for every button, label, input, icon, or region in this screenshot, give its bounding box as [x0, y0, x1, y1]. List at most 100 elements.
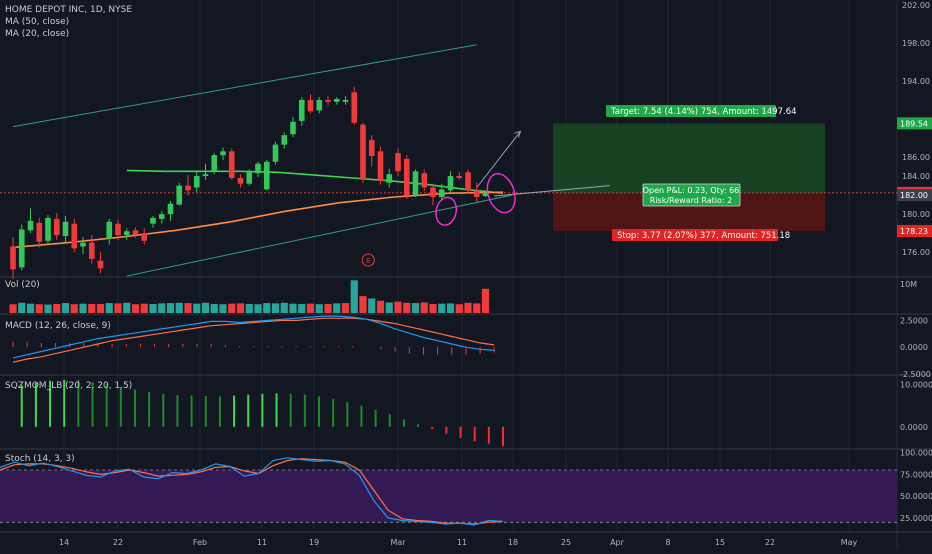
candle-body[interactable]: [62, 221, 69, 237]
annotation-circle[interactable]: [433, 196, 458, 228]
volume-bar[interactable]: [315, 304, 323, 313]
volume-bar[interactable]: [166, 303, 175, 313]
volume-bar[interactable]: [289, 303, 297, 313]
candle-body[interactable]: [333, 98, 340, 102]
macd-title[interactable]: MACD (12, 26, close, 9): [5, 321, 111, 331]
candle-body[interactable]: [97, 260, 104, 269]
volume-bar[interactable]: [88, 303, 96, 313]
volume-bar[interactable]: [394, 301, 402, 313]
candle-body[interactable]: [167, 203, 174, 215]
volume-bar[interactable]: [61, 303, 70, 313]
candle-body[interactable]: [412, 171, 419, 196]
volume-bar[interactable]: [70, 304, 78, 313]
candle-body[interactable]: [298, 99, 305, 121]
sqzmom-pane[interactable]: [20, 379, 504, 447]
macd-pane[interactable]: [12, 315, 495, 363]
volume-bar[interactable]: [131, 304, 140, 313]
candle-body[interactable]: [473, 190, 480, 198]
volume-bar[interactable]: [193, 303, 201, 313]
candle-body[interactable]: [237, 177, 244, 184]
volume-bar[interactable]: [35, 304, 43, 313]
stoch-k-line[interactable]: [0, 457, 504, 526]
annotation-circle[interactable]: [483, 170, 520, 216]
candle-body[interactable]: [150, 217, 156, 224]
volume-bar[interactable]: [201, 302, 210, 313]
volume-bar[interactable]: [420, 302, 428, 314]
volume-bar[interactable]: [481, 288, 490, 313]
candle-body[interactable]: [325, 99, 331, 102]
candle-body[interactable]: [360, 124, 366, 180]
candle-body[interactable]: [281, 135, 288, 145]
candle-body[interactable]: [368, 139, 375, 157]
volume-bar[interactable]: [175, 302, 183, 313]
volume-bar[interactable]: [333, 303, 341, 313]
volume-bar[interactable]: [464, 302, 472, 313]
volume-bar[interactable]: [254, 304, 262, 313]
candle-body[interactable]: [307, 99, 314, 112]
candle-body[interactable]: [246, 172, 253, 184]
volume-bar[interactable]: [219, 304, 227, 313]
stoch-title[interactable]: Stoch (14, 3, 3): [5, 454, 75, 464]
candle-body[interactable]: [36, 222, 43, 242]
candle-body[interactable]: [27, 220, 34, 231]
candle-body[interactable]: [430, 187, 436, 198]
volume-bar[interactable]: [210, 303, 218, 313]
volume-bar[interactable]: [438, 303, 446, 313]
candle-body[interactable]: [115, 223, 121, 236]
candles-layer[interactable]: [10, 86, 489, 279]
macd-signal-line[interactable]: [12, 317, 495, 363]
candle-body[interactable]: [377, 151, 384, 181]
volume-bar[interactable]: [236, 303, 245, 313]
candle-body[interactable]: [176, 185, 183, 205]
volume-bar[interactable]: [403, 302, 411, 313]
projection-arrow[interactable]: [476, 130, 521, 188]
volume-bar[interactable]: [455, 304, 463, 313]
ma20-line[interactable]: [126, 169, 504, 194]
volume-bar[interactable]: [123, 302, 131, 313]
candle-body[interactable]: [482, 192, 489, 197]
candle-body[interactable]: [220, 151, 226, 156]
candle-body[interactable]: [228, 151, 235, 178]
candle-body[interactable]: [211, 155, 218, 172]
volume-bar[interactable]: [280, 302, 288, 313]
overlay-layer[interactable]: E Target: 7.54 (4.14%) 754, Amount: 1497.…: [361, 105, 797, 267]
volume-bar[interactable]: [271, 303, 280, 313]
candle-body[interactable]: [10, 246, 16, 270]
volume-bar[interactable]: [359, 296, 367, 313]
volume-bar[interactable]: [184, 303, 192, 313]
volume-bar[interactable]: [18, 302, 26, 313]
candle-body[interactable]: [290, 121, 296, 135]
ma20-legend[interactable]: MA (20, close): [5, 29, 69, 39]
ma50-legend[interactable]: MA (50, close): [5, 17, 69, 27]
volume-bar[interactable]: [350, 280, 358, 313]
volume-bar[interactable]: [228, 303, 236, 313]
volume-bar[interactable]: [385, 302, 393, 314]
volume-bar[interactable]: [26, 303, 35, 313]
ma50-line[interactable]: [12, 191, 504, 249]
stoch-d-line[interactable]: [0, 458, 504, 525]
volume-bar[interactable]: [306, 303, 315, 313]
sqzmom-title[interactable]: SQZMOM_LB (20, 2, 20, 1.5): [5, 381, 132, 391]
stoch-pane[interactable]: [0, 457, 897, 526]
candle-body[interactable]: [465, 172, 471, 191]
candle-body[interactable]: [255, 163, 261, 174]
volume-bar[interactable]: [429, 303, 437, 313]
volume-bar[interactable]: [105, 303, 113, 313]
candle-body[interactable]: [421, 173, 428, 188]
candle-body[interactable]: [158, 214, 165, 219]
candle-body[interactable]: [45, 217, 51, 241]
volume-bar[interactable]: [158, 303, 166, 313]
volume-bar[interactable]: [9, 304, 17, 313]
volume-bar[interactable]: [44, 304, 52, 313]
candle-body[interactable]: [71, 223, 78, 249]
upper-channel-line[interactable]: [12, 44, 477, 128]
earnings-marker[interactable]: [361, 253, 375, 267]
volume-bar[interactable]: [298, 303, 306, 313]
candle-body[interactable]: [18, 229, 25, 268]
candle-body[interactable]: [447, 176, 454, 191]
candle-body[interactable]: [316, 99, 323, 111]
candle-body[interactable]: [88, 242, 95, 259]
